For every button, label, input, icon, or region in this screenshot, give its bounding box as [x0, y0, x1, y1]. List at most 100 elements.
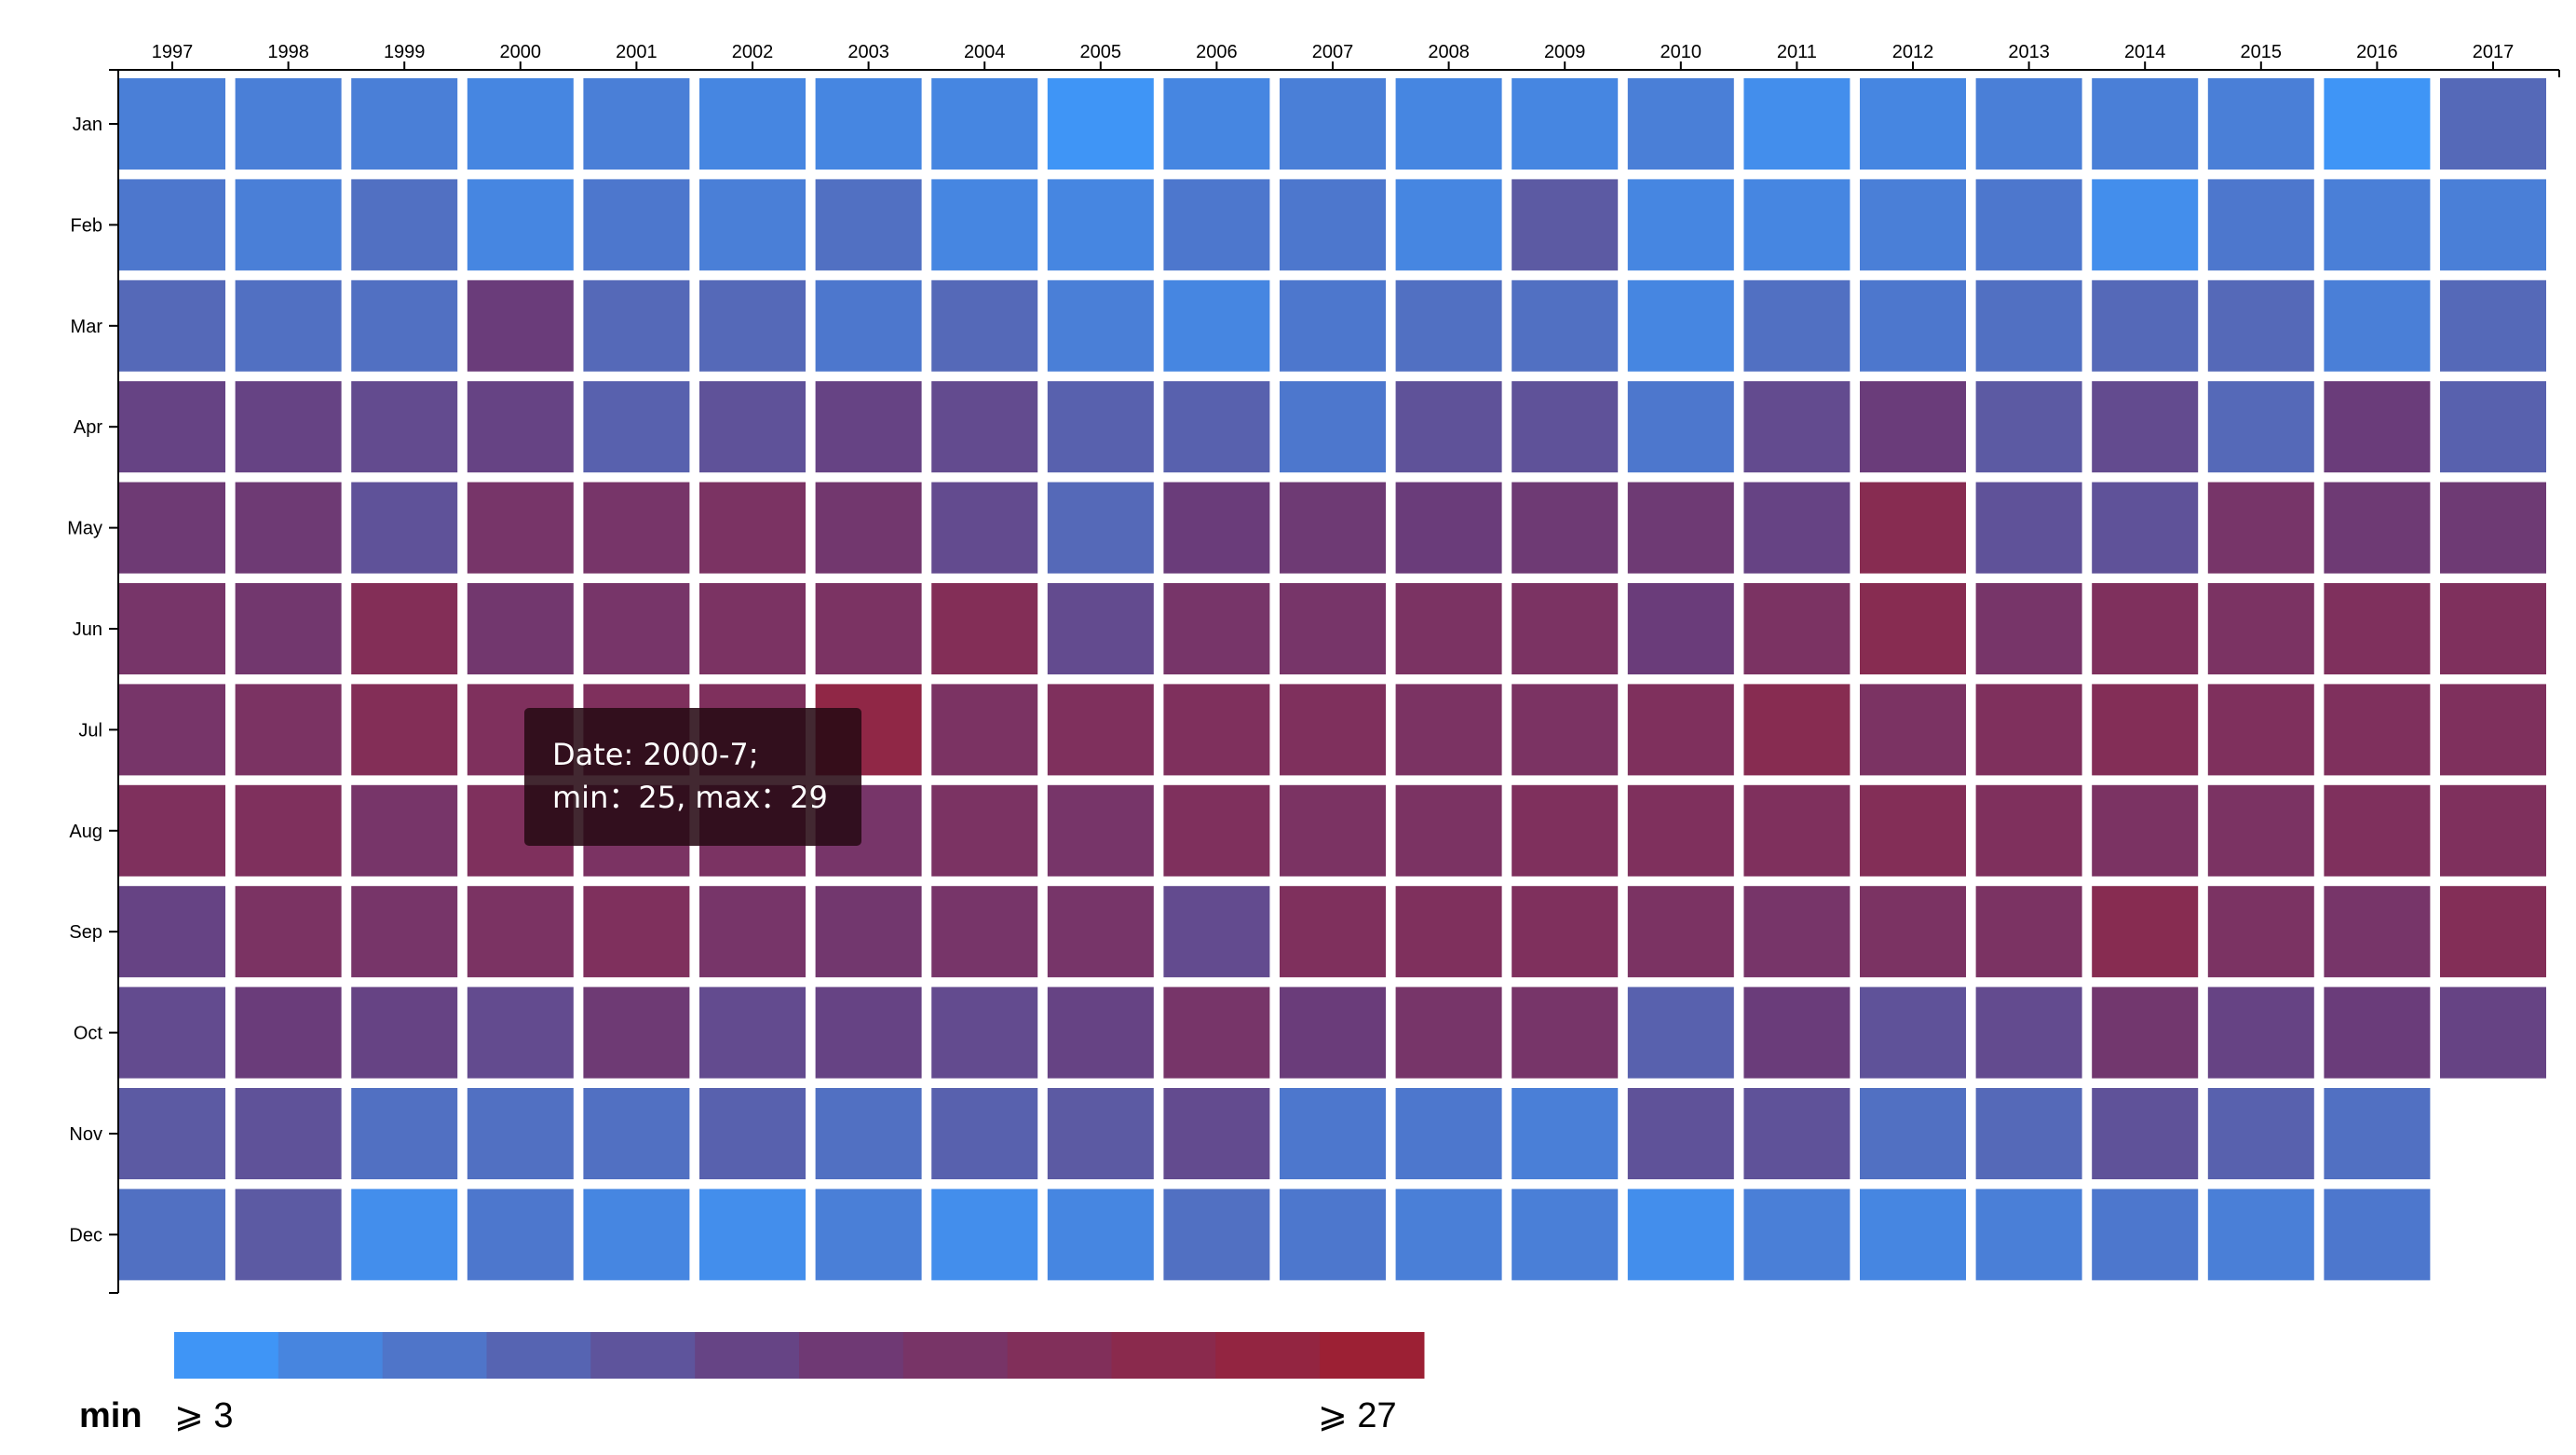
legend-color-step[interactable] [799, 1332, 904, 1379]
heatmap-cell[interactable] [235, 381, 342, 473]
heatmap-cell[interactable] [2324, 78, 2431, 170]
heatmap-cell[interactable] [2440, 684, 2546, 776]
heatmap-cell[interactable] [1047, 583, 1154, 674]
heatmap-cell[interactable] [1512, 886, 1619, 978]
heatmap-cell[interactable] [1047, 279, 1154, 372]
heatmap-cell[interactable] [699, 381, 806, 473]
heatmap-cell[interactable] [1860, 1088, 1966, 1179]
heatmap-cell[interactable] [2440, 381, 2546, 473]
heatmap-cell[interactable] [2092, 886, 2199, 978]
heatmap-cell[interactable] [1975, 1088, 2082, 1179]
heatmap-cell[interactable] [235, 684, 342, 776]
heatmap-cell[interactable] [1395, 179, 1502, 271]
heatmap-cell[interactable] [1975, 583, 2082, 674]
heatmap-cell[interactable] [583, 986, 690, 1079]
heatmap-cell[interactable] [467, 381, 574, 473]
heatmap-cell[interactable] [1395, 684, 1502, 776]
heatmap-cell[interactable] [2207, 1088, 2314, 1179]
heatmap-cell[interactable] [1627, 1088, 1734, 1179]
heatmap-cell[interactable] [1163, 482, 1270, 574]
heatmap-cell[interactable] [815, 279, 922, 372]
heatmap-cell[interactable] [583, 381, 690, 473]
heatmap-cell[interactable] [2440, 279, 2546, 372]
heatmap-cell[interactable] [1975, 886, 2082, 978]
heatmap-cell[interactable] [119, 78, 225, 170]
heatmap-cell[interactable] [1047, 784, 1154, 877]
heatmap-cell[interactable] [235, 482, 342, 574]
heatmap-cell[interactable] [1047, 179, 1154, 271]
heatmap-cell[interactable] [2207, 583, 2314, 674]
heatmap-cell[interactable] [1975, 482, 2082, 574]
heatmap-cell[interactable] [1743, 583, 1851, 674]
heatmap-cell[interactable] [1280, 684, 1386, 776]
heatmap-cell[interactable] [235, 583, 342, 674]
heatmap-cell[interactable] [1860, 684, 1966, 776]
heatmap-cell[interactable] [235, 886, 342, 978]
legend-color-step[interactable] [590, 1332, 696, 1379]
heatmap-cell[interactable] [351, 684, 458, 776]
heatmap-cell[interactable] [1743, 279, 1851, 372]
heatmap-cell[interactable] [1627, 1189, 1734, 1281]
heatmap-cell[interactable] [2207, 279, 2314, 372]
heatmap-cell[interactable] [1860, 583, 1966, 674]
heatmap-cell[interactable] [119, 684, 225, 776]
heatmap-cell[interactable] [1280, 381, 1386, 473]
heatmap-cell[interactable] [1743, 482, 1851, 574]
heatmap-cell[interactable] [235, 78, 342, 170]
heatmap-cell[interactable] [1512, 381, 1619, 473]
legend-color-step[interactable] [1320, 1332, 1425, 1379]
heatmap-cell[interactable] [351, 986, 458, 1079]
heatmap-cell[interactable] [119, 784, 225, 877]
heatmap-cell[interactable] [1395, 583, 1502, 674]
heatmap-cell[interactable] [1047, 482, 1154, 574]
heatmap-cell[interactable] [1975, 684, 2082, 776]
heatmap-cell[interactable] [2324, 482, 2431, 574]
heatmap-cell[interactable] [1512, 684, 1619, 776]
heatmap-cell[interactable] [1860, 886, 1966, 978]
heatmap-cell[interactable] [1395, 279, 1502, 372]
heatmap-cell[interactable] [1280, 886, 1386, 978]
heatmap-cell[interactable] [1512, 279, 1619, 372]
heatmap-cell[interactable] [1860, 1189, 1966, 1281]
heatmap-cell[interactable] [583, 583, 690, 674]
heatmap-cell[interactable] [1743, 1189, 1851, 1281]
legend-color-step[interactable] [1215, 1332, 1321, 1379]
heatmap-cell[interactable] [1627, 986, 1734, 1079]
heatmap-cell[interactable] [931, 583, 1038, 674]
heatmap-cell[interactable] [1743, 78, 1851, 170]
heatmap-cell[interactable] [1743, 684, 1851, 776]
heatmap-cell[interactable] [2092, 179, 2199, 271]
heatmap-cell[interactable] [1163, 684, 1270, 776]
heatmap-cell[interactable] [1395, 886, 1502, 978]
heatmap-cell[interactable] [583, 78, 690, 170]
heatmap-cell[interactable] [1743, 179, 1851, 271]
heatmap-cell[interactable] [2092, 1088, 2199, 1179]
heatmap-cell[interactable] [1395, 784, 1502, 877]
heatmap-cell[interactable] [119, 986, 225, 1079]
heatmap-cell[interactable] [931, 482, 1038, 574]
heatmap-cell[interactable] [2092, 986, 2199, 1079]
heatmap-cell[interactable] [119, 583, 225, 674]
heatmap-cell[interactable] [699, 986, 806, 1079]
heatmap-cell[interactable] [119, 279, 225, 372]
heatmap-cell[interactable] [235, 279, 342, 372]
legend-color-step[interactable] [695, 1332, 800, 1379]
heatmap-cell[interactable] [1395, 1189, 1502, 1281]
heatmap-cell[interactable] [1512, 1189, 1619, 1281]
heatmap-cell[interactable] [1743, 1088, 1851, 1179]
heatmap-cell[interactable] [1395, 986, 1502, 1079]
heatmap-cell[interactable] [1395, 381, 1502, 473]
heatmap-cell[interactable] [1860, 784, 1966, 877]
heatmap-cell[interactable] [583, 279, 690, 372]
heatmap-cell[interactable] [1627, 583, 1734, 674]
heatmap-cell[interactable] [1280, 986, 1386, 1079]
heatmap-cell[interactable] [931, 684, 1038, 776]
heatmap-cell[interactable] [699, 179, 806, 271]
heatmap-cell[interactable] [583, 482, 690, 574]
heatmap-cell[interactable] [1395, 78, 1502, 170]
legend-color-step[interactable] [486, 1332, 591, 1379]
heatmap-cell[interactable] [119, 381, 225, 473]
heatmap-cell[interactable] [119, 886, 225, 978]
heatmap-cell[interactable] [1975, 986, 2082, 1079]
heatmap-cell[interactable] [1975, 381, 2082, 473]
